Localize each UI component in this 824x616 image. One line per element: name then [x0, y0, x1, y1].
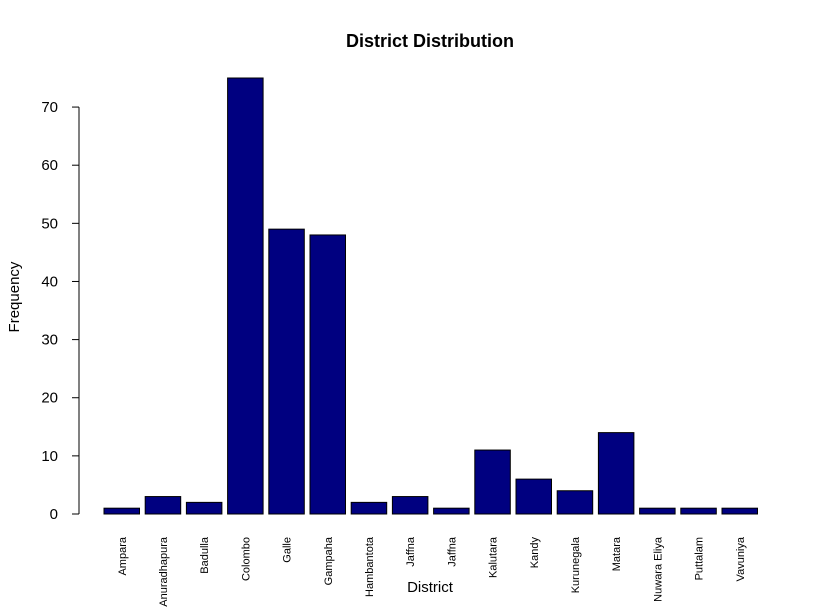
- x-tick-label: Jaffna: [405, 536, 417, 567]
- bar: [268, 228, 305, 515]
- x-tick-label: Puttalam: [694, 537, 706, 580]
- bar: [515, 478, 552, 515]
- bar: [144, 496, 182, 515]
- bar: [391, 496, 429, 515]
- chart-title: District Distribution: [346, 31, 514, 51]
- x-tick-label: Nuwara Eliya: [652, 536, 664, 602]
- x-tick-label: Hambantota: [364, 536, 376, 597]
- bars-group: [103, 77, 758, 515]
- bar: [227, 77, 264, 515]
- x-tick-label: Galle: [282, 537, 294, 563]
- x-tick-label: Jaffna: [446, 536, 458, 567]
- bar: [597, 432, 635, 515]
- bar: [556, 490, 594, 515]
- bar: [474, 449, 511, 515]
- bar: [680, 507, 717, 515]
- y-tick-label: 20: [41, 390, 58, 407]
- y-tick-label: 70: [41, 99, 58, 116]
- x-tick-label: Matara: [611, 536, 623, 571]
- bar: [309, 234, 346, 515]
- bar: [103, 507, 140, 515]
- bar: [350, 501, 388, 515]
- y-axis-label: Frequency: [6, 261, 23, 332]
- x-tick-label: Gampaha: [323, 536, 335, 585]
- x-tick-label: Badulla: [199, 536, 211, 574]
- bar: [639, 507, 676, 515]
- x-tick-label: Ampara: [117, 536, 129, 575]
- y-tick-label: 60: [41, 157, 58, 174]
- y-tick-label: 30: [41, 332, 58, 349]
- y-tick-label: 50: [41, 215, 58, 232]
- y-tick-label: 0: [50, 506, 58, 523]
- x-tick-label: Kalutara: [488, 536, 500, 578]
- x-tick-label: Kandy: [529, 537, 541, 569]
- bar: [433, 507, 470, 515]
- x-tick-label: Kurunegala: [570, 536, 582, 593]
- bar: [185, 501, 223, 515]
- x-tick-label: Anuradhapura: [158, 536, 170, 607]
- y-axis: 0 10 20 30 40 50 60 70: [41, 99, 80, 523]
- y-tick-label: 40: [41, 273, 58, 290]
- x-tick-labels: Ampara Anuradhapura Badulla Colombo Galle Gam…: [117, 536, 747, 607]
- bar: [721, 507, 758, 515]
- x-tick-label: Colombo: [240, 537, 252, 581]
- y-tick-label: 10: [41, 448, 58, 465]
- x-tick-label: Vavuniya: [735, 536, 747, 581]
- x-axis-label: District: [407, 579, 454, 596]
